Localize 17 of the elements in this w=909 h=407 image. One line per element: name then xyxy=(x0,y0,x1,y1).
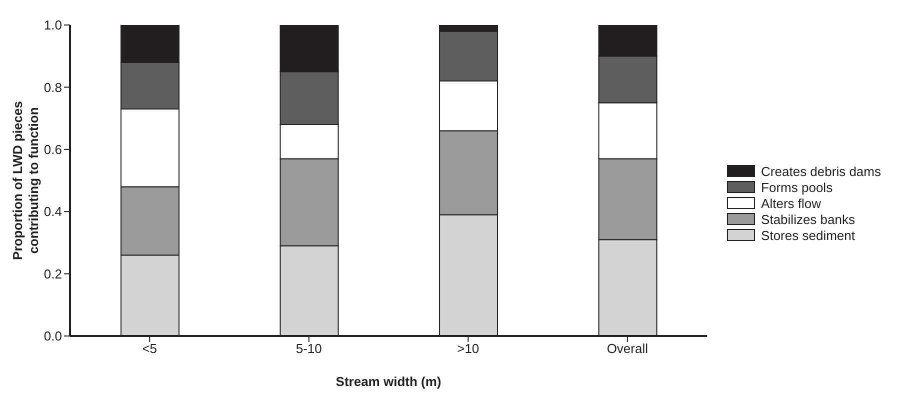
legend-label: Stores sediment xyxy=(761,228,855,242)
legend-label: Alters flow xyxy=(761,196,822,210)
y-tick-label: 0.8 xyxy=(44,80,62,95)
legend-label: Creates debris dams xyxy=(761,164,881,178)
y-tick-label: 0.6 xyxy=(44,142,62,158)
x-tick-label: Overall xyxy=(606,341,648,356)
x-axis-title: Stream width (m) xyxy=(336,374,442,389)
y-tick-label: 0.4 xyxy=(44,204,62,220)
x-tick-label: <5 xyxy=(142,341,158,356)
y-tick-label: 0.0 xyxy=(44,328,62,344)
y-tick-label: 1.0 xyxy=(44,18,62,33)
legend-label: Stabilizes banks xyxy=(761,212,855,226)
legend-label: Forms pools xyxy=(761,180,833,194)
x-tick-label: 5-10 xyxy=(296,341,322,356)
x-tick-label: >10 xyxy=(457,341,480,356)
y-tick-label: 0.2 xyxy=(44,266,62,282)
y-axis-title: Proportion of LWD pieces contributing to function xyxy=(10,101,41,260)
